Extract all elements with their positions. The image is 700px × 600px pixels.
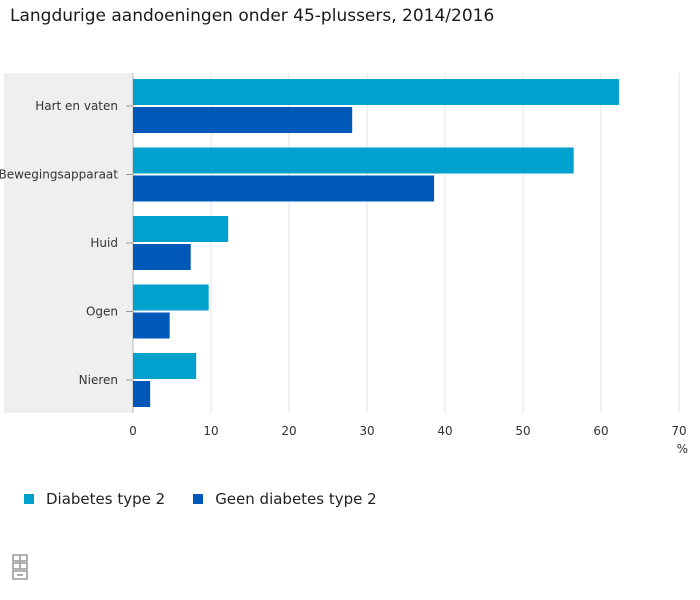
bars: Diabetes type 2 – Hart en vaten: 62.3Gee… <box>133 79 619 407</box>
bar[interactable]: Geen diabetes type 2 – Bewegingsapparaat… <box>133 175 435 202</box>
bar[interactable]: Diabetes type 2 – Ogen: 9.7 <box>133 284 209 311</box>
x-tick-label: 0 <box>129 424 137 438</box>
x-tick-label: 30 <box>359 424 374 438</box>
x-tick-label: 60 <box>593 424 608 438</box>
bar[interactable]: Geen diabetes type 2 – Nieren: 2.2 <box>133 381 151 407</box>
legend-swatch-diabetes <box>24 494 34 504</box>
x-tick-label: 10 <box>203 424 218 438</box>
category-label: Ogen <box>86 305 118 319</box>
category-axis-band <box>4 73 133 413</box>
bar[interactable]: Geen diabetes type 2 – Ogen: 4.7 <box>133 312 170 339</box>
x-axis-label: % <box>677 442 688 456</box>
bar[interactable]: Geen diabetes type 2 – Huid: 7.4 <box>133 244 191 270</box>
category-labels: Hart en vaten Bewegingsapparaat Huid Ogen Ni… <box>0 99 133 387</box>
bar[interactable]: Diabetes type 2 – Huid: 12.2 <box>133 216 229 242</box>
category-label: Bewegingsapparaat <box>0 168 118 182</box>
bar-chart: Diabetes type 2 – Hart en vaten: 62.3Gee… <box>0 73 688 456</box>
legend-item-no-diabetes[interactable]: Geen diabetes type 2 <box>193 490 377 508</box>
cbs-logo-icon <box>12 554 28 580</box>
bar[interactable]: Diabetes type 2 – Bewegingsapparaat: 56.… <box>133 147 574 174</box>
legend-swatch-no-diabetes <box>193 494 204 504</box>
x-tick-label: 70 <box>671 424 686 438</box>
legend: Diabetes type 2 Geen diabetes type 2 <box>24 490 405 508</box>
category-label: Hart en vaten <box>35 99 118 113</box>
legend-label-diabetes: Diabetes type 2 <box>46 490 166 508</box>
x-tick-labels: 0 10 20 30 40 50 60 70 <box>129 424 686 438</box>
chart-title: Langdurige aandoeningen onder 45-plusser… <box>10 6 495 26</box>
bar[interactable]: Diabetes type 2 – Hart en vaten: 62.3 <box>133 79 619 105</box>
category-label: Nieren <box>79 373 118 387</box>
bar[interactable]: Diabetes type 2 – Nieren: 8.1 <box>133 353 197 379</box>
legend-label-no-diabetes: Geen diabetes type 2 <box>215 490 377 508</box>
x-tick-label: 20 <box>281 424 296 438</box>
bar[interactable]: Geen diabetes type 2 – Hart en vaten: 28… <box>133 107 353 133</box>
category-label: Huid <box>90 236 118 250</box>
x-tick-label: 40 <box>437 424 452 438</box>
legend-item-diabetes[interactable]: Diabetes type 2 <box>24 490 165 508</box>
x-tick-label: 50 <box>515 424 530 438</box>
